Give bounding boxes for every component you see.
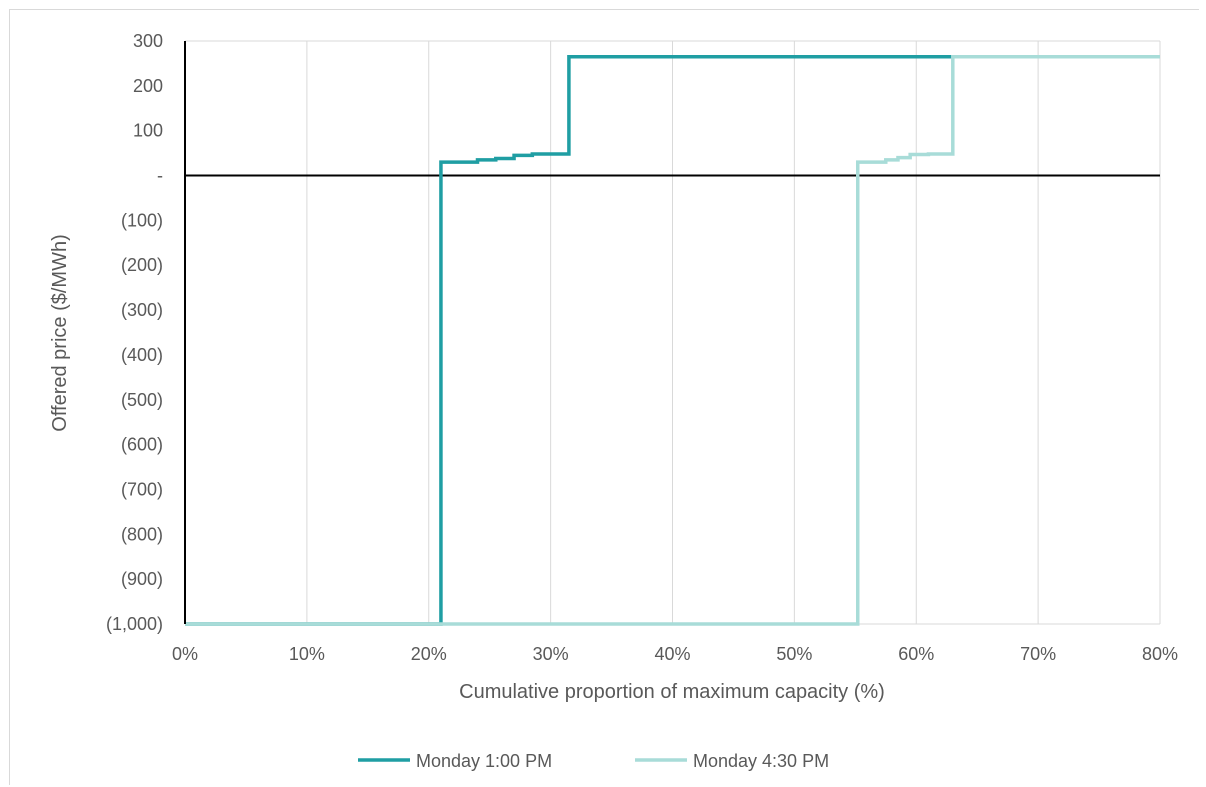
x-tick-label: 10% [289,644,325,664]
x-tick-labels: 0% 10% 20% 30% 40% 50% 60% 70% 80% [172,644,1178,664]
y-tick-label: (300) [121,300,163,320]
legend-label-monday-1pm: Monday 1:00 PM [416,751,552,771]
series-line-1 [185,54,1160,626]
y-tick-label: 100 [133,121,163,141]
y-tick-label: 200 [133,76,163,96]
legend: Monday 1:00 PM Monday 4:30 PM [358,751,829,771]
y-tick-label: 300 [133,31,163,51]
y-tick-label: (500) [121,390,163,410]
y-tick-label: (600) [121,435,163,455]
gridlines [185,40,1161,625]
y-tick-labels: 300 200 100 - (100) (200) (300) (400) (500) (600)… [106,31,163,634]
x-tick-label: 40% [654,644,690,664]
series-line-0 [185,54,1160,626]
series-group [185,54,1160,626]
y-tick-label: (200) [121,255,163,275]
x-axis-title: Cumulative proportion of maximum capacit… [459,681,885,703]
y-tick-label: (1,000) [106,614,163,634]
x-tick-label: 30% [533,644,569,664]
y-axis-title: Offered price ($/MWh) [49,234,71,431]
chart-frame [9,9,1199,785]
y-tick-label: (700) [121,479,163,499]
x-tick-label: 0% [172,644,198,664]
y-tick-label: (900) [121,569,163,589]
x-tick-label: 70% [1020,644,1056,664]
y-tick-label: (800) [121,524,163,544]
x-tick-label: 60% [898,644,934,664]
x-tick-label: 80% [1142,644,1178,664]
y-tick-label: (400) [121,345,163,365]
legend-label-monday-430pm: Monday 4:30 PM [693,751,829,771]
x-tick-label: 50% [776,644,812,664]
y-tick-label: (100) [121,210,163,230]
y-tick-label: - [157,166,163,186]
x-tick-label: 20% [411,644,447,664]
